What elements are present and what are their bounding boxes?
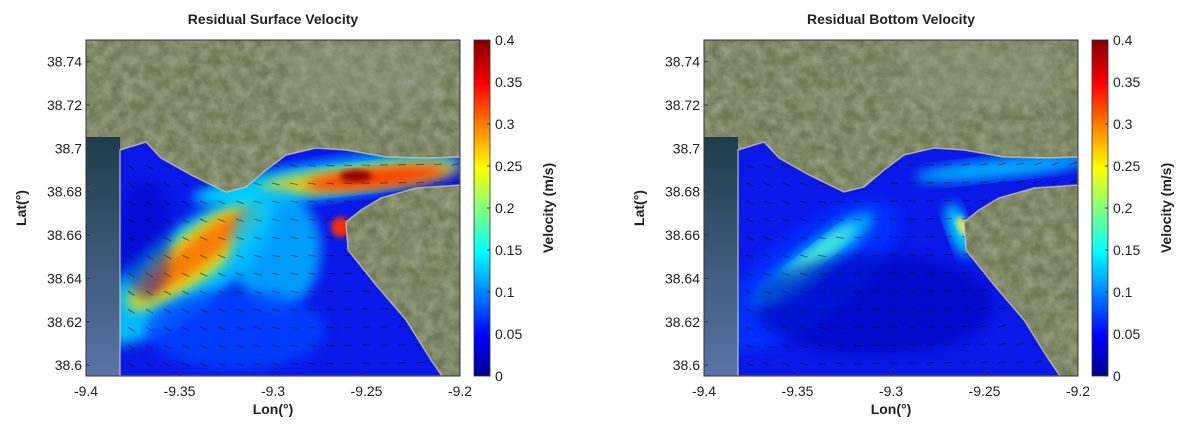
panel-bottom: Residual Bottom Velocity -9.4 -9.35 -9.3 -9.…: [631, 11, 1174, 417]
colorbar-tick-label: 0.05: [495, 326, 522, 342]
colorbar-tick-label: 0.35: [1113, 74, 1140, 90]
colorbar-tick-label: 0.4: [1113, 32, 1133, 48]
mid-plume: [231, 190, 321, 310]
y-tick-label: 38.72: [47, 97, 82, 113]
y-tick-label: 38.7: [673, 140, 700, 156]
colorbar-label: Velocity (m/s): [1158, 163, 1174, 253]
offshore-strip: [704, 137, 738, 376]
colorbar-tick-label: 0.25: [495, 158, 522, 174]
y-axis-label: Lat(°): [631, 190, 647, 226]
y-tick-label: 38.62: [47, 314, 82, 330]
y-tick-label: 38.6: [673, 357, 700, 373]
x-axis-label: Lon(°): [253, 401, 294, 417]
y-tick-label: 38.64: [47, 270, 82, 286]
colorbar-tick-label: 0.35: [495, 74, 522, 90]
y-tick-label: 38.64: [665, 270, 700, 286]
west-dark: [121, 180, 171, 300]
y-tick-label: 38.62: [665, 314, 700, 330]
colorbar-tick-label: 0: [1113, 368, 1121, 384]
y-tick-label: 38.6: [55, 357, 82, 373]
colorbar-tick-label: 0.15: [1113, 242, 1140, 258]
colorbar-tick-label: 0.4: [495, 32, 515, 48]
colorbar-tick-label: 0.3: [495, 116, 515, 132]
x-tick-label: -9.35: [782, 383, 814, 399]
jet-orange: [145, 205, 257, 295]
panel-surface: Residual Surface Velocity -9.4 -9.35 -9.3 -9…: [13, 11, 556, 417]
colorbar-tick-label: 0.05: [1113, 326, 1140, 342]
offshore-strip: [86, 137, 120, 376]
colorbar-label: Velocity (m/s): [540, 163, 556, 253]
chart-title: Residual Bottom Velocity: [807, 11, 975, 27]
y-tick-label: 38.66: [47, 227, 82, 243]
coastline: [119, 141, 460, 376]
urban-patch: [904, 45, 1054, 105]
x-tick-label: -9.3: [879, 383, 903, 399]
channel-cyan: [914, 154, 1078, 182]
map-area: [86, 40, 460, 376]
y-tick-label: 38.72: [665, 97, 700, 113]
colorbar-tick-label: 0: [495, 368, 503, 384]
urban-patch: [286, 45, 436, 105]
x-tick-label: -9.35: [164, 383, 196, 399]
x-tick-label: -9.4: [74, 383, 98, 399]
coastline: [737, 141, 1078, 376]
x-tick-label: -9.2: [448, 383, 472, 399]
y-tick-label: 38.68: [47, 184, 82, 200]
colorbar-tick-label: 0.1: [495, 284, 515, 300]
map-area: [704, 40, 1078, 376]
y-tick-label: 38.66: [665, 227, 700, 243]
colorbar-tick-label: 0.2: [495, 200, 515, 216]
y-tick-label: 38.7: [55, 140, 82, 156]
colorbar-tick-label: 0.3: [1113, 116, 1133, 132]
south-dark: [754, 255, 994, 355]
south-blue: [146, 290, 326, 370]
colorbar-tick-label: 0.25: [1113, 158, 1140, 174]
velocity-arrows: [127, 163, 460, 368]
y-tick-label: 38.74: [47, 54, 82, 70]
water-field: [738, 142, 1078, 376]
y-axis-label: Lat(°): [13, 190, 29, 226]
y-tick-label: 38.68: [665, 184, 700, 200]
x-tick-label: -9.4: [692, 383, 716, 399]
colorbar-tick-label: 0.1: [1113, 284, 1133, 300]
colorbar-tick-label: 0.15: [495, 242, 522, 258]
x-tick-label: -9.2: [1066, 383, 1090, 399]
channel-core: [340, 170, 372, 182]
x-tick-label: -9.25: [351, 383, 383, 399]
x-axis-label: Lon(°): [871, 401, 912, 417]
y-tick-label: 38.74: [665, 54, 700, 70]
x-tick-label: -9.25: [969, 383, 1001, 399]
colorbar-tick-label: 0.2: [1113, 200, 1133, 216]
chart-title: Residual Surface Velocity: [188, 11, 359, 27]
x-tick-label: -9.3: [261, 383, 285, 399]
channel-red: [306, 166, 446, 190]
